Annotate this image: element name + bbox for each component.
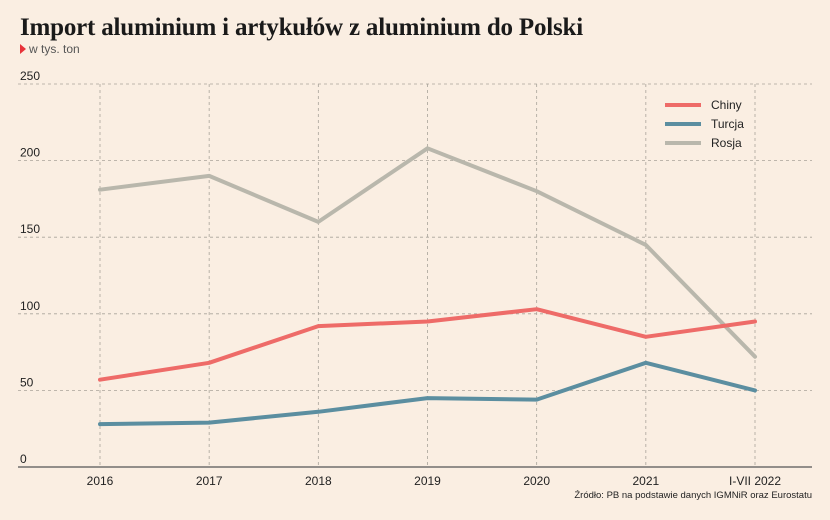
y-tick-label: 100 — [20, 299, 40, 313]
chart-title: Import aluminium i artykułów z aluminium… — [20, 14, 583, 41]
legend-label-rosja: Rosja — [711, 136, 742, 150]
legend-label-turcja: Turcja — [711, 117, 744, 131]
x-tick-label: 2016 — [87, 474, 114, 488]
x-tick-label: I-VII 2022 — [729, 474, 781, 488]
source-note: Źródło: PB na podstawie danych IGMNiR or… — [574, 490, 812, 501]
x-tick-label: 2021 — [632, 474, 659, 488]
legend-label-chiny: Chiny — [711, 98, 742, 112]
series-line-chiny — [98, 307, 757, 382]
y-tick-label: 50 — [20, 375, 34, 389]
x-tick-label: 2019 — [414, 474, 441, 488]
y-tick-label: 250 — [20, 69, 40, 83]
series-line-rosja — [98, 146, 757, 359]
legend: Chiny Turcja Rosja — [665, 98, 744, 150]
y-tick-label: 200 — [20, 146, 40, 160]
x-tick-label: 2020 — [523, 474, 550, 488]
x-axis-ticks: 2016 2017 2018 2019 2020 2021 I-VII 2022 — [87, 474, 782, 488]
grid — [18, 83, 812, 468]
y-axis-ticks: 0 50 100 150 200 250 — [20, 69, 40, 466]
unit-label: w tys. ton — [29, 42, 80, 56]
y-tick-label: 0 — [20, 452, 27, 466]
x-tick-label: 2018 — [305, 474, 332, 488]
y-tick-label: 150 — [20, 222, 40, 236]
x-tick-label: 2017 — [196, 474, 223, 488]
chart-subtitle: w tys. ton — [20, 42, 80, 56]
series-lines — [98, 146, 757, 427]
series-line-turcja — [98, 360, 757, 427]
triangle-marker-icon — [20, 44, 26, 54]
